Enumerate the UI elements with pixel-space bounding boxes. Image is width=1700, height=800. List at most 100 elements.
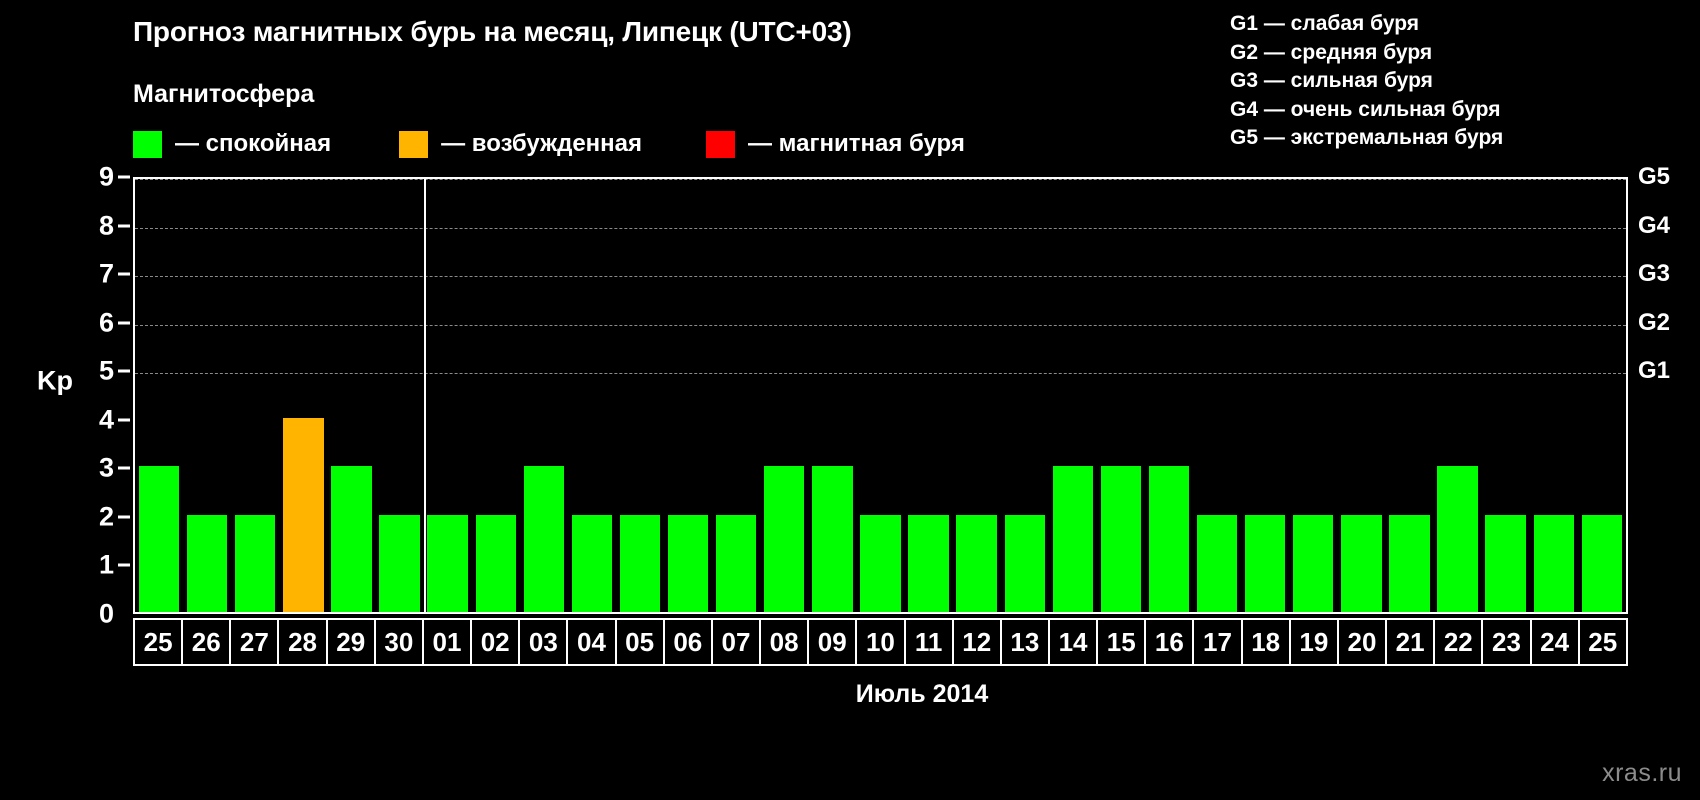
date-box-03: 03 <box>518 618 569 666</box>
bar-20 <box>1341 514 1382 612</box>
date-box-10: 10 <box>855 618 906 666</box>
date-box-17: 17 <box>1192 618 1243 666</box>
bar-cell <box>856 179 904 612</box>
date-box-06: 06 <box>662 618 713 666</box>
date-box-02: 02 <box>470 618 521 666</box>
y-tick-label-9: 9 <box>98 161 114 192</box>
y-tick-mark-5 <box>118 369 130 373</box>
date-box-14: 14 <box>1047 618 1099 666</box>
bar-11 <box>908 514 949 612</box>
y-axis: 9 8 7 6 5 4 3 2 1 0 <box>60 162 130 629</box>
date-box-30: 30 <box>373 618 424 666</box>
y-tick-label-3: 3 <box>98 452 114 483</box>
legend-item-calm: — спокойная <box>133 130 331 158</box>
bar-cell <box>1193 179 1241 612</box>
bar-cell <box>808 179 856 612</box>
date-box-04: 04 <box>566 618 617 666</box>
gridline-kp-5 <box>135 373 1626 375</box>
date-box-18: 18 <box>1240 618 1291 666</box>
y-tick-mark-8 <box>118 224 130 228</box>
date-box-09: 09 <box>807 618 858 666</box>
date-box-16: 16 <box>1144 618 1195 666</box>
g-axis: G5 G4 G3 G2 G1 <box>1632 163 1700 614</box>
y-tick-mark-7 <box>118 272 130 276</box>
y-axis-title: Kp <box>37 365 73 396</box>
bar-cell <box>1578 179 1626 612</box>
date-box-22: 22 <box>1433 618 1484 666</box>
g-axis-label-g1: G1 <box>1638 357 1671 385</box>
bar-cell <box>953 179 1001 612</box>
date-box-29: 29 <box>325 618 376 666</box>
date-box-25: 25 <box>1577 618 1628 666</box>
date-box-11: 11 <box>903 618 954 666</box>
plot-area <box>133 177 1628 614</box>
bar-cell <box>568 179 616 612</box>
storm-scale-row-g3: G3 — сильная буря <box>1230 69 1433 92</box>
y-tick-mark-9 <box>118 175 130 179</box>
bar-30 <box>379 514 420 612</box>
bar-03 <box>523 466 564 612</box>
bar-cell <box>1530 179 1578 612</box>
month-label-text: Июль 2014 <box>855 680 989 708</box>
gridline-kp-6 <box>135 324 1626 326</box>
bar-04 <box>571 514 613 612</box>
bar-cell <box>1049 179 1097 612</box>
storm-scale-row-g4: G4 — очень сильная буря <box>1230 97 1501 121</box>
gridline-kp-7 <box>135 276 1626 278</box>
bar-26 <box>186 514 228 612</box>
y-tick-label-0: 0 <box>98 598 114 629</box>
bar-25 <box>1581 514 1623 612</box>
storm-scale-legend: G1 — слабая буря G2 — средняя буря G3 — … <box>1230 10 1503 153</box>
bar-cell <box>1289 179 1337 612</box>
red-square-icon <box>706 130 736 158</box>
y-tick-label-4: 4 <box>98 404 114 435</box>
bar-cell <box>1097 179 1145 612</box>
bar-05 <box>619 514 661 612</box>
bar-cell <box>424 179 472 612</box>
y-tick-label-8: 8 <box>98 210 114 241</box>
date-box-20: 20 <box>1336 618 1388 666</box>
bar-06 <box>667 514 709 612</box>
g-axis-label-g5: G5 <box>1638 163 1671 190</box>
month-label: Июль 2014 <box>0 680 1700 709</box>
gridline-kp-8 <box>135 227 1626 229</box>
bar-01 <box>427 514 468 612</box>
bar-17 <box>1196 514 1238 612</box>
legend-item-storm: — магнитная буря <box>706 130 965 158</box>
bar-29 <box>331 466 372 612</box>
g-axis-label-g4: G4 <box>1638 211 1671 239</box>
bar-14 <box>1052 466 1094 612</box>
bar-23 <box>1485 514 1526 612</box>
date-box-23: 23 <box>1481 618 1532 666</box>
bar-cell <box>616 179 664 612</box>
y-tick-label-6: 6 <box>98 307 114 338</box>
green-square-icon <box>133 130 162 158</box>
date-box-12: 12 <box>951 618 1002 666</box>
bar-08 <box>764 466 805 612</box>
bar-cell <box>375 179 423 612</box>
date-box-01: 01 <box>421 618 473 666</box>
bar-cell <box>760 179 808 612</box>
date-box-19: 19 <box>1288 618 1339 666</box>
gridline-kp-9 <box>135 179 1626 180</box>
g-axis-label-g2: G2 <box>1638 308 1671 336</box>
legend-label-storm: — магнитная буря <box>748 130 965 157</box>
storm-scale-row-g1: G1 — слабая буря <box>1230 12 1420 35</box>
bar-21 <box>1389 514 1430 612</box>
page-title: Прогноз магнитных бурь на месяц, Липецк … <box>133 16 852 47</box>
y-tick-label-7: 7 <box>98 258 114 289</box>
month-divider <box>423 179 426 612</box>
date-box-08: 08 <box>759 618 810 666</box>
bar-series <box>135 179 1626 612</box>
y-tick-mark-1 <box>118 563 130 567</box>
bar-cell <box>472 179 520 612</box>
orange-square-icon <box>399 130 429 158</box>
bar-cell <box>279 179 327 612</box>
bar-cell <box>664 179 712 612</box>
legend-label-calm: — спокойная <box>175 130 332 157</box>
storm-scale-row-g5: G5 — экстремальная буря <box>1230 126 1504 149</box>
y-tick-mark-3 <box>118 466 130 470</box>
y-tick-label-5: 5 <box>98 355 114 386</box>
y-tick-label-1: 1 <box>98 549 114 580</box>
